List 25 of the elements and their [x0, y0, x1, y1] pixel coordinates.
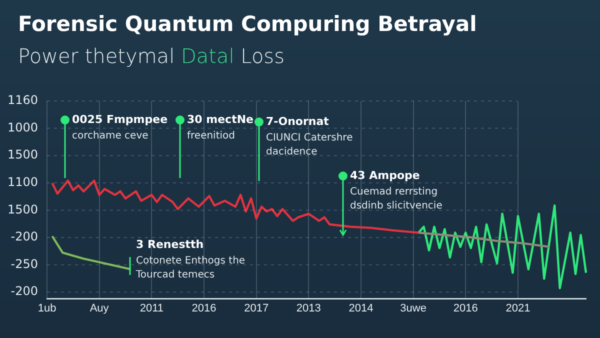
x-tick-label: 2017 [244, 302, 269, 314]
text: 30 mectNe freenitiod [187, 112, 254, 142]
text: 1160 [7, 93, 38, 108]
x-tick-label: 2016 [192, 302, 216, 314]
x-tick-label: 2013 [296, 302, 321, 314]
chart-subtitle: Power thetymal Datal Loss [18, 44, 285, 68]
text: 1500 [7, 148, 38, 162]
x-tick-label: 2016 [453, 302, 478, 314]
annotation: 43 Ampope Cuemad rerrsting dsdinb slicitvencie [350, 168, 442, 212]
x-tick-label: 2011 [140, 302, 164, 314]
x-tick-label: Auy [90, 302, 110, 314]
x-tick-label: 2014 [348, 302, 374, 314]
x-tick-label: 3uwe [400, 302, 426, 314]
x-tick-label: 2021 [506, 302, 530, 314]
x-tick-label: 1ub [38, 302, 56, 314]
annotation: 3 Renestth Cotonete Enthogs the Tourcad temecs [135, 238, 246, 281]
text: 0025 Fmpmpee corchame ceve [72, 112, 168, 142]
text: -250 [10, 256, 38, 271]
text: 1100 [7, 175, 38, 190]
text: -200 [10, 230, 38, 244]
chart-title: Forensic Quantum Compuring Betrayal [18, 12, 477, 36]
text: 7-Onornat CIUNCI Catershre dacidence [266, 114, 353, 158]
text: 1500 [7, 202, 38, 216]
text: -200 [10, 284, 38, 298]
text: 1000 [7, 120, 38, 134]
